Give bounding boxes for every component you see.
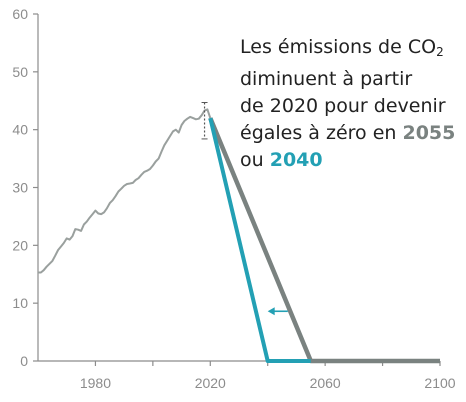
annotation-line-1: Les émissions de CO2 — [240, 34, 460, 66]
shift-arrow-head — [267, 307, 275, 316]
x-tick-label: 1980 — [80, 375, 111, 391]
annotation-line-5: ou 2040 — [240, 147, 460, 174]
annotation-line-3: de 2020 pour devenir — [240, 95, 446, 117]
marks-layer — [201, 101, 288, 316]
annotation-line-5-text: ou — [240, 149, 270, 171]
annotation-line-4: égales à zéro en 2055 — [240, 120, 460, 147]
series-line-historical — [38, 108, 212, 274]
annotation-year-2055: 2055 — [402, 122, 456, 144]
series-line-scenario_2040 — [208, 117, 311, 363]
y-tick-label: 0 — [20, 353, 28, 369]
y-ticks: 0 10 20 30 40 50 60 — [12, 6, 38, 369]
y-tick-label: 60 — [12, 6, 28, 22]
x-tick-label: 2100 — [424, 375, 455, 391]
y-tick-label: 40 — [12, 122, 28, 138]
y-tick-label: 30 — [12, 180, 28, 196]
annotation-line-2: diminuent à partir — [240, 68, 413, 90]
x-ticks: 1980 2020 2060 2100 — [80, 361, 456, 391]
y-tick-label: 10 — [12, 295, 28, 311]
annotation-line-1-text: Les émissions de CO — [240, 36, 437, 58]
annotation-line-4-text: égales à zéro en — [240, 122, 403, 144]
annotation-subscript: 2 — [436, 45, 444, 59]
series-layer — [38, 108, 440, 364]
annotation: Les émissions de CO2 diminuent à partir … — [240, 34, 460, 174]
x-tick-label: 2060 — [310, 375, 341, 391]
annotation-year-2040: 2040 — [269, 149, 323, 171]
y-tick-label: 50 — [12, 64, 28, 80]
y-tick-label: 20 — [12, 237, 28, 253]
x-tick-label: 2020 — [195, 375, 226, 391]
